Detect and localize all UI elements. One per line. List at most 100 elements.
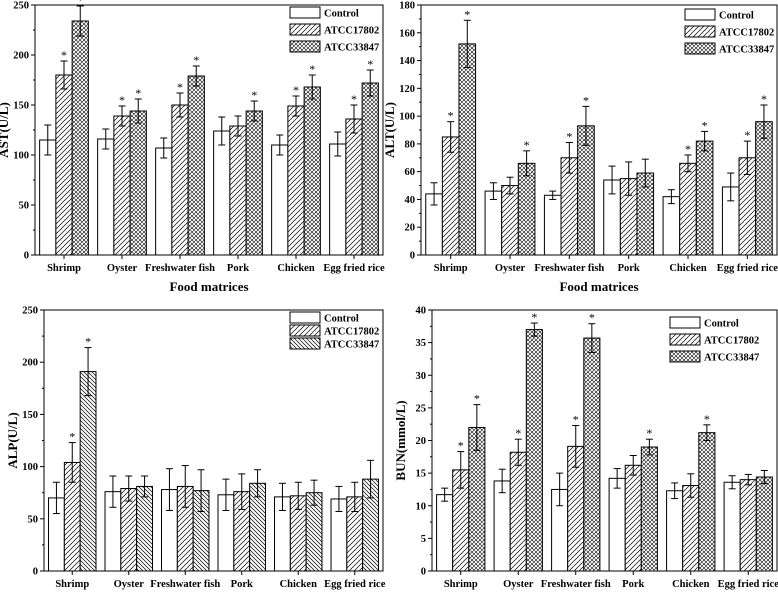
legend-label: ATCC17802 (704, 336, 759, 347)
category-label: Pork (231, 579, 253, 590)
legend-label: Control (704, 319, 739, 330)
significance-marker: * (589, 311, 595, 325)
category-label: Shrimp (434, 263, 468, 274)
y-tick-label: 100 (13, 151, 29, 162)
category-label: Egg fried rice (718, 579, 778, 590)
bar-control (484, 190, 503, 256)
bar-atcc17802 (739, 479, 757, 572)
bar-control (723, 481, 741, 572)
category-label: Oyster (495, 263, 526, 274)
significance-marker: * (448, 109, 454, 123)
bar-control (329, 143, 347, 256)
bar-atcc17802 (171, 104, 189, 256)
y-tick-label: 250 (13, 1, 29, 12)
significance-marker: * (646, 426, 652, 440)
category-label: Freshwater fish (150, 579, 220, 590)
significance-marker: * (702, 118, 708, 132)
y-tick-label: 100 (399, 112, 415, 123)
bar-atcc17802 (55, 74, 73, 256)
significance-marker: * (704, 412, 710, 426)
y-tick-label: 100 (22, 462, 38, 473)
bar-atcc17802 (229, 125, 247, 256)
y-tick-label: 140 (399, 56, 415, 67)
category-label: Egg fried rice (717, 263, 778, 274)
bar-atcc33847 (755, 121, 773, 256)
bar-atcc17802 (287, 105, 305, 256)
y-tick-label: 200 (13, 51, 29, 62)
significance-marker: * (367, 57, 373, 71)
category-label: Pork (622, 579, 644, 590)
category-label: Egg fried rice (324, 579, 386, 590)
significance-marker: * (177, 80, 183, 94)
bar-atcc33847 (129, 110, 147, 256)
y-tick-label: 0 (24, 251, 29, 262)
bar-atcc33847 (361, 82, 379, 256)
y-tick-label: 120 (399, 84, 415, 95)
y-tick-label: 30 (416, 371, 427, 382)
y-tick-label: 150 (13, 101, 29, 112)
legend-label: Control (324, 9, 359, 20)
significance-marker: * (119, 93, 125, 107)
bar-atcc33847 (640, 446, 658, 572)
legend-label: ATCC33847 (324, 340, 379, 351)
significance-marker: * (566, 130, 572, 144)
category-label: Freshwater fish (541, 579, 611, 590)
y-tick-label: 160 (399, 28, 415, 39)
y-tick-label: 10 (416, 501, 427, 512)
category-label: Oyster (503, 579, 534, 590)
bar-atcc33847 (517, 162, 536, 256)
legend-swatch (289, 40, 321, 53)
legend-label: ATCC17802 (324, 327, 379, 338)
significance-marker: * (685, 142, 691, 156)
significance-marker: * (309, 62, 315, 76)
y-tick-label: 40 (405, 195, 416, 206)
significance-marker: * (573, 412, 579, 426)
y-tick-label: 5 (421, 534, 426, 545)
bar-atcc33847 (525, 329, 543, 572)
significance-marker: * (61, 48, 67, 62)
y-tick-label: 50 (19, 201, 30, 212)
bar-atcc33847 (136, 485, 153, 572)
significance-marker: * (135, 86, 141, 100)
category-label: Shrimp (444, 579, 478, 590)
legend-label: Control (324, 314, 359, 325)
y-tick-label: 80 (405, 139, 416, 150)
significance-marker: * (69, 430, 75, 444)
significance-marker: * (251, 88, 257, 102)
y-tick-label: 250 (22, 306, 38, 317)
legend-label: ATCC17802 (719, 28, 774, 39)
bar-atcc17802 (501, 185, 519, 256)
y-axis-title: ALT(U/L) (382, 102, 397, 158)
legend-swatch (669, 350, 701, 363)
bar-atcc17802 (679, 162, 697, 256)
x-axis-title: Food matrices (559, 279, 638, 294)
significance-marker: * (193, 53, 199, 67)
legend: Control ATCC17802 ATCC33847 (669, 316, 759, 364)
y-tick-label: 60 (405, 167, 416, 178)
legend: Control ATCC17802 ATCC33847 (289, 311, 379, 351)
significance-marker: * (458, 439, 464, 453)
legend-label: ATCC33847 (324, 43, 379, 54)
y-tick-label: 150 (22, 410, 38, 421)
y-tick-label: 20 (416, 436, 427, 447)
bar-control (39, 139, 57, 256)
bar-atcc33847 (71, 20, 89, 256)
y-tick-label: 25 (416, 403, 427, 414)
y-tick-label: 15 (416, 469, 427, 480)
legend-swatch (289, 6, 321, 19)
bar-atcc17802 (345, 118, 363, 256)
bar-control (662, 196, 681, 256)
legend-swatch (684, 42, 716, 55)
chart-panel-top-right: 0 20 40 60 80 100 120 140 160 180 ALT(U/L) Food mat… (382, 1, 778, 295)
legend-label: Control (719, 11, 754, 22)
legend-swatch (289, 337, 321, 350)
significance-marker: * (531, 310, 537, 324)
bar-atcc33847 (245, 110, 263, 256)
x-axis-title: Food matrices (169, 279, 248, 294)
significance-marker: * (474, 392, 480, 406)
category-label: Shrimp (55, 579, 89, 590)
bar-atcc33847 (458, 43, 477, 256)
bar-atcc17802 (624, 464, 642, 572)
bar-atcc33847 (755, 476, 773, 572)
